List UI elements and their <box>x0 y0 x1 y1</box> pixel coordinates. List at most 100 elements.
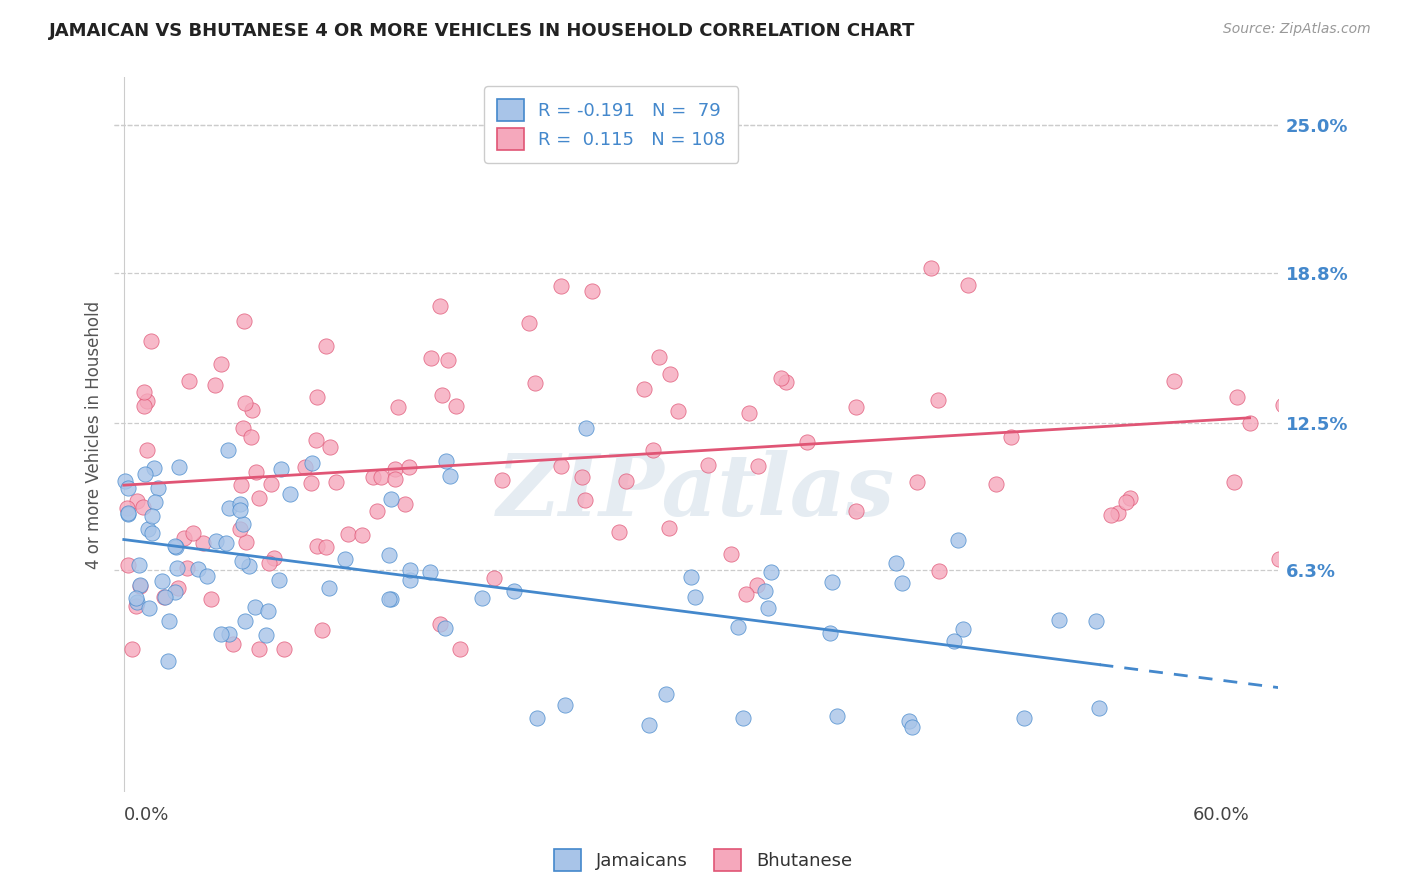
Point <box>747 578 769 592</box>
Point <box>956 277 979 292</box>
Point <box>157 614 180 628</box>
Point <box>898 714 921 728</box>
Point <box>173 531 195 545</box>
Text: Source: ZipAtlas.com: Source: ZipAtlas.com <box>1223 22 1371 37</box>
Point <box>319 440 342 454</box>
Point <box>181 526 204 541</box>
Point <box>554 698 576 712</box>
Point <box>759 566 782 580</box>
Point <box>260 477 283 491</box>
Point <box>437 352 460 367</box>
Point <box>134 385 156 400</box>
Point <box>240 402 263 417</box>
Point <box>141 508 163 523</box>
Point <box>920 260 942 275</box>
Y-axis label: 4 or more Vehicles in Household: 4 or more Vehicles in Household <box>86 301 103 569</box>
Point <box>233 314 256 328</box>
Point <box>747 459 769 474</box>
Point <box>129 578 152 592</box>
Point <box>143 460 166 475</box>
Point <box>384 472 406 486</box>
Point <box>754 583 776 598</box>
Text: JAMAICAN VS BHUTANESE 4 OR MORE VEHICLES IN HOUSEHOLD CORRELATION CHART: JAMAICAN VS BHUTANESE 4 OR MORE VEHICLES… <box>49 22 915 40</box>
Point <box>228 503 250 517</box>
Point <box>905 475 928 489</box>
Point <box>215 536 238 550</box>
Point <box>166 581 188 595</box>
Point <box>233 614 256 628</box>
Point <box>217 443 239 458</box>
Point <box>305 433 328 447</box>
Point <box>114 475 136 489</box>
Point <box>517 316 540 330</box>
Point <box>221 637 243 651</box>
Point <box>449 641 471 656</box>
Point <box>195 568 218 582</box>
Point <box>240 430 263 444</box>
Point <box>235 534 257 549</box>
Point <box>311 623 333 637</box>
Point <box>429 617 451 632</box>
Point <box>233 395 256 409</box>
Point <box>143 495 166 509</box>
Point <box>387 401 409 415</box>
Point <box>655 687 678 701</box>
Point <box>218 626 240 640</box>
Point <box>163 585 186 599</box>
Point <box>1000 430 1022 444</box>
Point <box>378 548 401 562</box>
Point <box>818 626 841 640</box>
Point <box>943 634 966 648</box>
Point <box>488 106 510 120</box>
Point <box>550 279 572 293</box>
Point <box>697 458 720 472</box>
Point <box>633 382 655 396</box>
Point <box>127 493 149 508</box>
Point <box>176 561 198 575</box>
Point <box>187 562 209 576</box>
Point <box>666 404 689 418</box>
Point <box>299 476 322 491</box>
Point <box>927 392 949 407</box>
Point <box>121 641 143 656</box>
Point <box>571 470 593 484</box>
Point <box>638 718 661 732</box>
Point <box>117 506 139 520</box>
Point <box>1239 416 1261 430</box>
Point <box>150 574 173 589</box>
Point <box>420 351 443 365</box>
Point <box>156 654 179 668</box>
Point <box>1267 552 1289 566</box>
Point <box>378 591 401 606</box>
Point <box>526 711 548 725</box>
Point <box>575 421 598 435</box>
Point <box>434 454 457 468</box>
Point <box>165 540 187 554</box>
Point <box>1115 494 1137 508</box>
Point <box>125 599 148 613</box>
Point <box>134 467 156 481</box>
Point <box>257 556 280 570</box>
Point <box>375 58 398 72</box>
Point <box>433 621 456 635</box>
Point <box>1226 390 1249 404</box>
Text: 60.0%: 60.0% <box>1192 806 1250 824</box>
Point <box>946 533 969 547</box>
Point <box>247 641 270 656</box>
Point <box>659 367 682 381</box>
Point <box>845 504 868 518</box>
Point <box>648 350 671 364</box>
Point <box>738 406 761 420</box>
Point <box>245 599 267 614</box>
Point <box>167 460 190 475</box>
Point <box>614 474 637 488</box>
Point <box>117 501 139 516</box>
Point <box>307 539 329 553</box>
Legend: Jamaicans, Bhutanese: Jamaicans, Bhutanese <box>547 842 859 879</box>
Point <box>366 504 388 518</box>
Point <box>550 459 572 474</box>
Point <box>278 486 301 500</box>
Point <box>581 284 603 298</box>
Point <box>163 539 186 553</box>
Point <box>267 573 290 587</box>
